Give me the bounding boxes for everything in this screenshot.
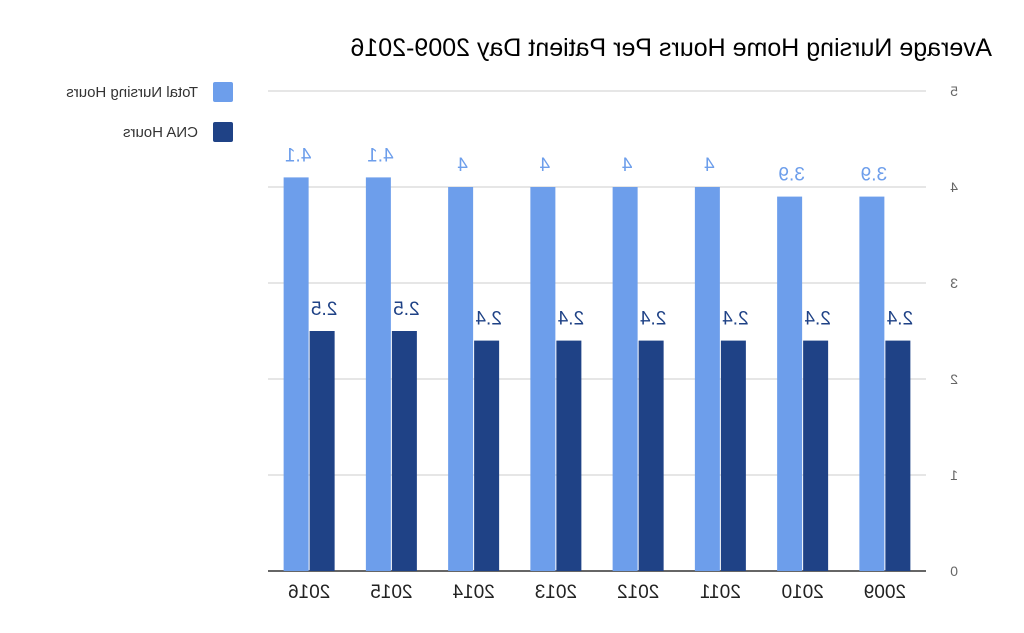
bar [803, 340, 829, 571]
bar-value-label: 2.4 [886, 309, 913, 330]
x-tick-label: 2014 [452, 582, 495, 603]
legend-swatch [213, 122, 233, 142]
x-tick-label: 2009 [864, 582, 906, 603]
x-tick-label: 2016 [288, 582, 330, 603]
y-tick-label: 0 [950, 563, 958, 579]
bar-value-label: 2.5 [393, 299, 419, 320]
legend: Total Nursing Hours CNA Hours [66, 82, 233, 142]
y-tick-label: 2 [950, 371, 958, 387]
bar [391, 331, 417, 571]
bar-value-label: 2.4 [475, 309, 502, 330]
legend-swatch [213, 82, 233, 102]
bar [777, 196, 803, 571]
bar-value-label: 2.5 [311, 299, 337, 320]
x-tick-label: 2013 [535, 582, 577, 603]
bar-value-label: 3.9 [861, 165, 887, 186]
bar-value-label: 4 [457, 155, 468, 176]
bar-value-label: 2.4 [722, 309, 749, 330]
bar-value-label: 4 [704, 155, 715, 176]
y-tick-label: 3 [950, 275, 958, 291]
bar-value-label: 2.4 [804, 309, 831, 330]
bar [474, 340, 500, 571]
bar-value-label: 4.1 [285, 145, 311, 166]
bar [859, 196, 885, 571]
bar-value-label: 4.1 [367, 145, 393, 166]
bar [448, 187, 474, 571]
bar-value-label: 2.4 [639, 309, 666, 330]
chart-title: Average Nursing Home Hours Per Patient D… [350, 34, 992, 62]
bar-value-labels: 2.4 3.9 2.4 3.9 2.4 4 2.4 4 2.4 4 2.4 4 2.5 4.1 2.5 4.1 [285, 145, 913, 329]
bar-value-label: 3.9 [778, 165, 804, 186]
bar [638, 340, 664, 571]
y-tick-label: 4 [950, 179, 958, 195]
y-tick-labels: 0 1 2 3 4 5 [950, 83, 958, 579]
bar [694, 187, 720, 571]
bar [283, 177, 309, 571]
x-tick-label: 2011 [700, 582, 741, 603]
bar [309, 331, 335, 571]
bar [612, 187, 638, 571]
bars [283, 177, 911, 571]
x-tick-label: 2015 [370, 582, 412, 603]
y-tick-label: 1 [950, 467, 958, 483]
bar [885, 340, 911, 571]
bar [720, 340, 746, 571]
x-tick-label: 2010 [781, 582, 823, 603]
x-tick-labels: 2009 2010 2011 2012 2013 2014 2015 2016 [288, 582, 906, 603]
bar [365, 177, 391, 571]
x-tick-label: 2012 [617, 582, 659, 603]
bar [556, 340, 582, 571]
legend-label: Total Nursing Hours [66, 84, 198, 101]
bar-value-label: 4 [621, 155, 632, 176]
bar-value-label: 2.4 [557, 309, 584, 330]
y-tick-label: 5 [950, 83, 958, 99]
bar [530, 187, 556, 571]
legend-label: CNA Hours [123, 124, 198, 141]
bar-value-label: 4 [539, 155, 550, 176]
